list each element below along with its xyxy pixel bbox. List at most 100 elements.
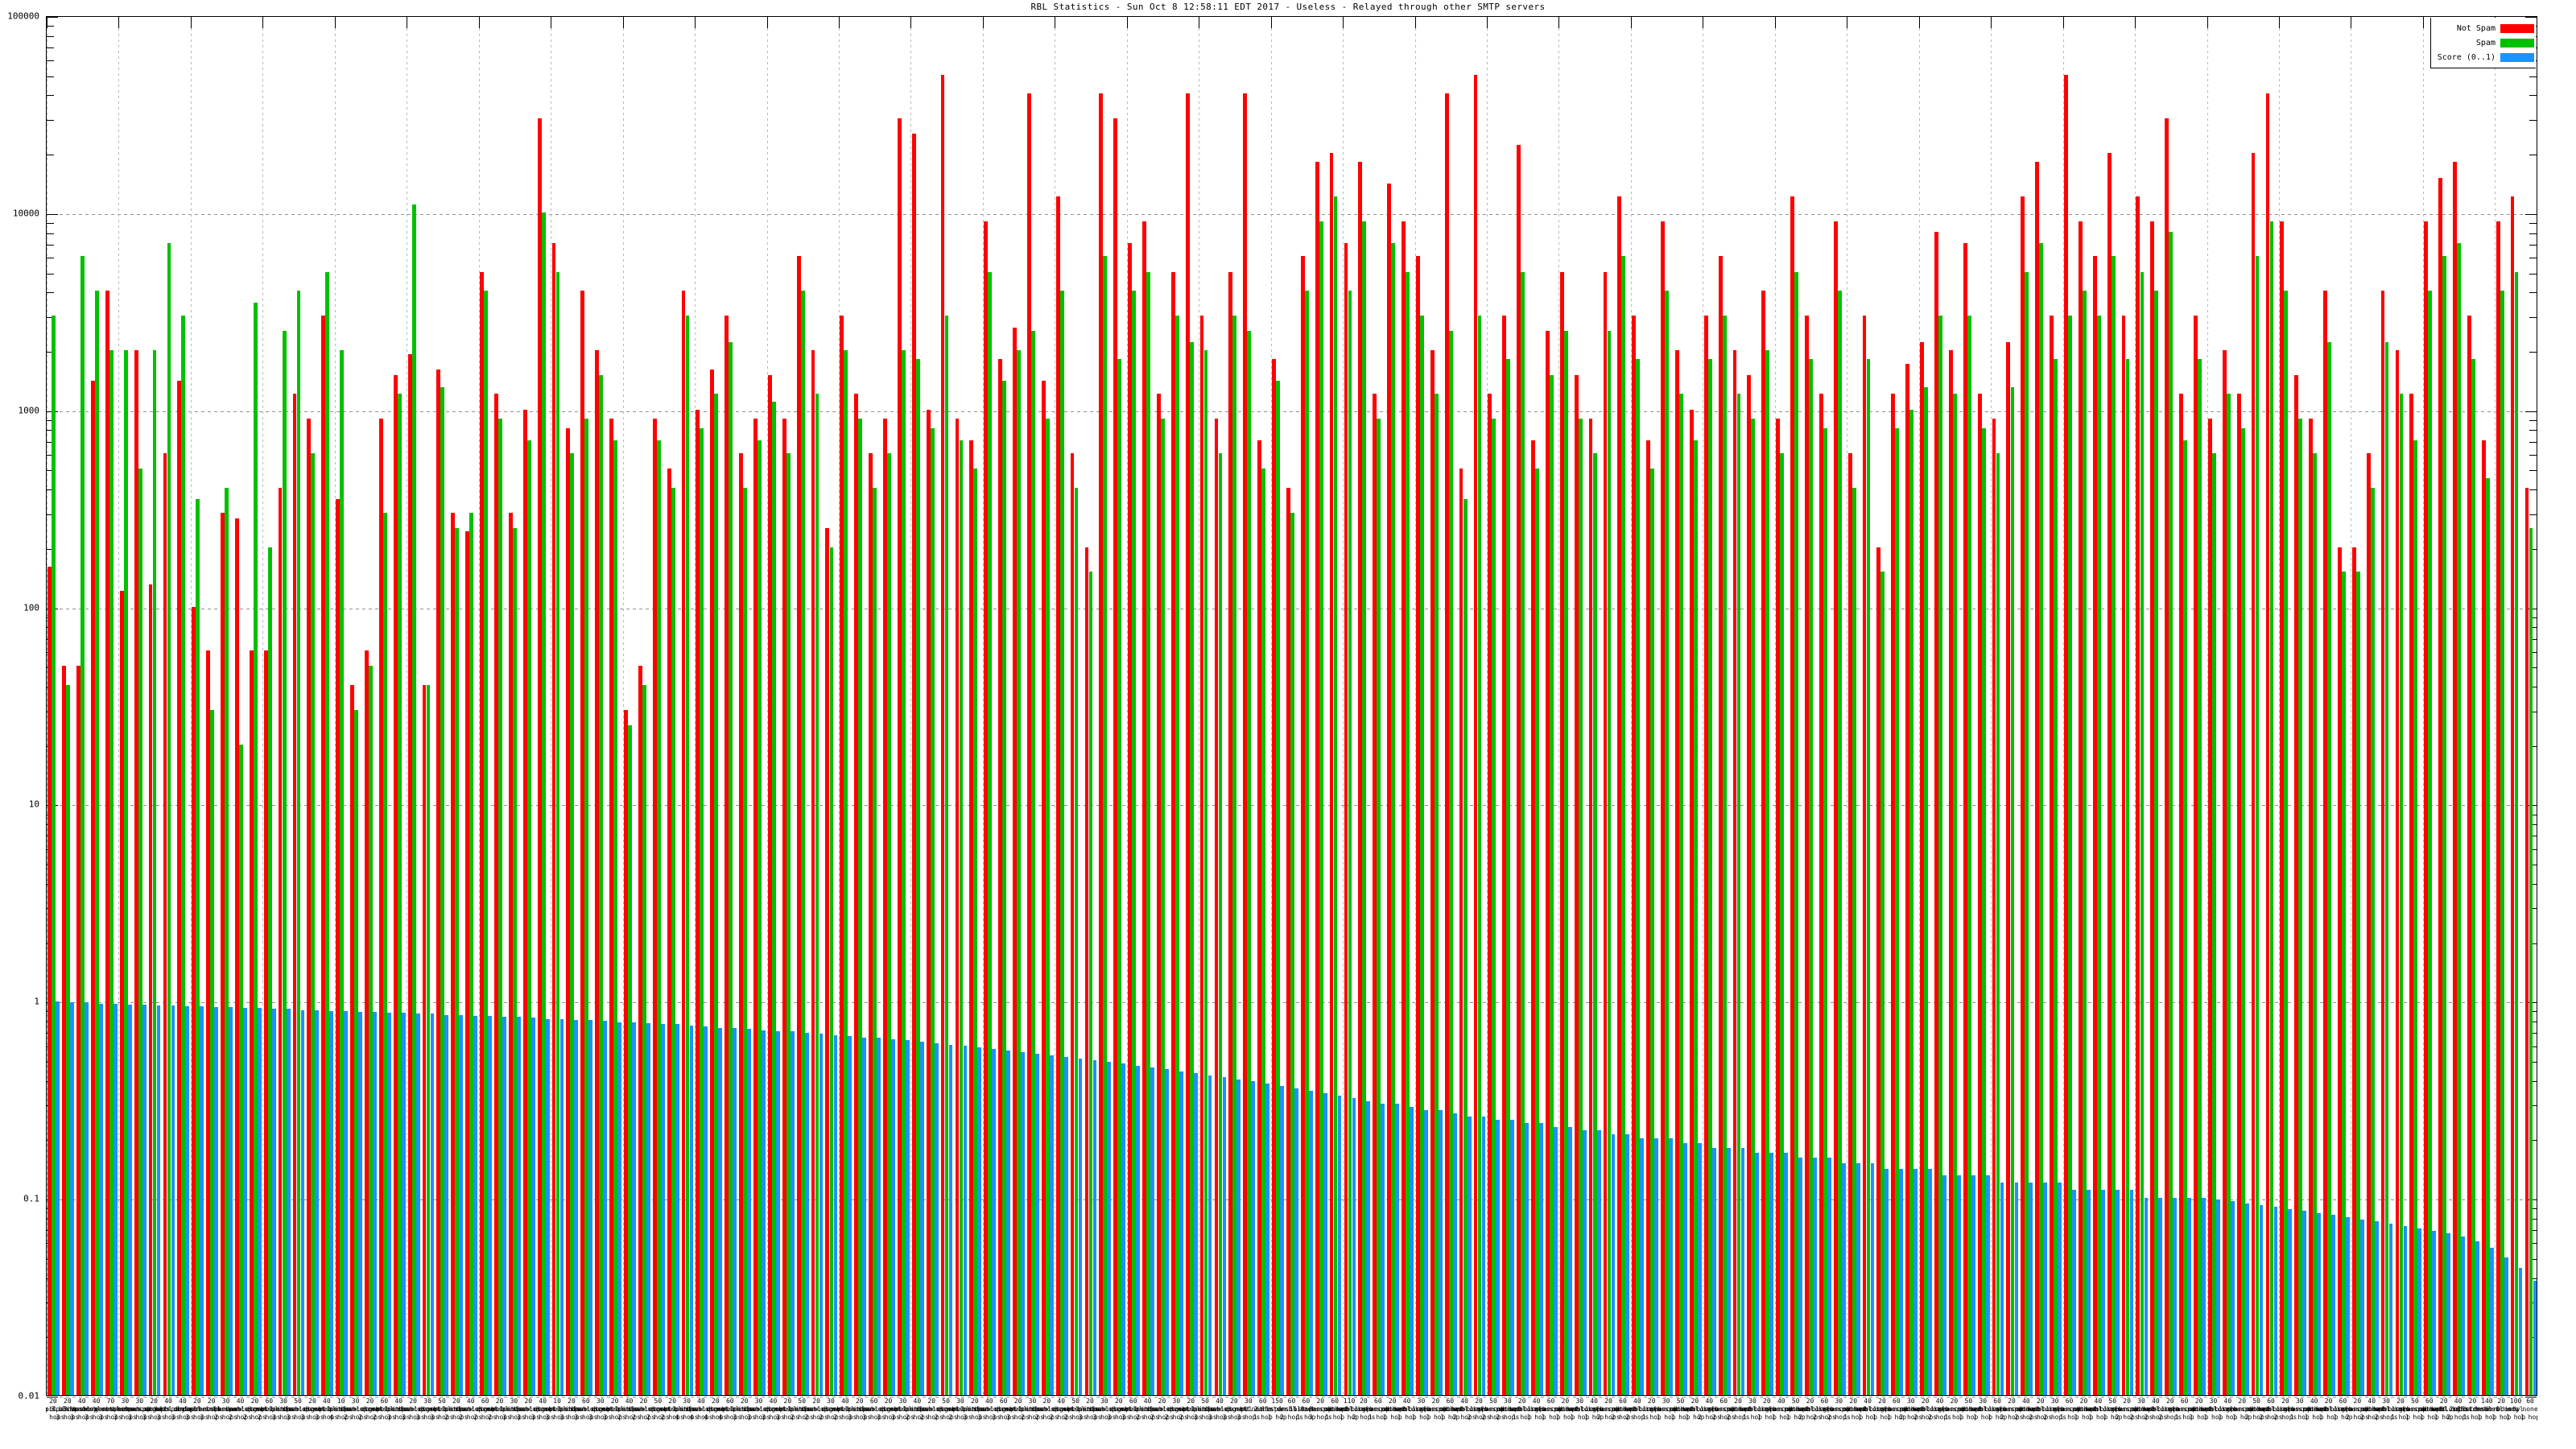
bar-not-spam	[955, 418, 960, 1395]
x-tick	[2135, 17, 2136, 28]
bar-score	[1021, 1051, 1025, 1395]
bar-group	[1976, 17, 1991, 1395]
y-tick-minor-right	[2529, 908, 2537, 910]
bar-spam	[1665, 291, 1669, 1395]
bar-not-spam	[393, 374, 398, 1395]
x-tick-label: 60 zen.spamhaus.org 1 hop	[1418, 1397, 1481, 1421]
bar-spam	[354, 709, 358, 1395]
x-tick-label: 30 db.wpbl.info 1 hop	[2190, 1397, 2237, 1421]
x-tick-label: 60 bl.spamcop.net 1 hop	[2157, 1397, 2212, 1421]
bar-not-spam	[696, 409, 700, 1395]
x-tick-label: 40 bl.spamcop.net 3 hops	[155, 1397, 210, 1421]
bar-score	[1899, 1169, 1904, 1395]
bar-group	[882, 17, 897, 1395]
bar-spam	[613, 440, 617, 1395]
bar-group	[220, 17, 234, 1395]
x-tick-label: 20 zen.spamhaus.org 3 hops	[540, 1397, 603, 1421]
bar-score	[1928, 1169, 1932, 1395]
bar-score	[2014, 1182, 2019, 1395]
gridline-v	[1558, 17, 1560, 1395]
y-tick-minor-right	[2529, 943, 2537, 944]
bar-group	[594, 17, 609, 1395]
bar-group	[1847, 17, 1861, 1395]
bar-spam	[930, 428, 935, 1395]
x-tick-label: 40 3.dnsbl.sorbs.net 3 hops	[63, 1397, 130, 1421]
bar-spam	[800, 291, 805, 1395]
x-tick-label: 60 bl.spamcop.net 3 hops	[559, 1397, 613, 1421]
bar-group	[1242, 17, 1257, 1395]
y-tick-minor-right	[2529, 430, 2537, 431]
bar-score	[516, 1017, 521, 1395]
bar-spam	[2010, 386, 2015, 1395]
bar-spam	[2384, 341, 2389, 1395]
bar-group	[1717, 17, 1732, 1395]
x-tick-label: 20 zen.spamhaus.org 3 hops	[1059, 1397, 1121, 1421]
bar-score	[1107, 1062, 1112, 1395]
bar-not-spam	[480, 271, 484, 1395]
y-tick-minor	[47, 455, 54, 456]
bar-group	[1991, 17, 2005, 1395]
x-tick-label: 10 zen.spamhaus.org 4 hops	[310, 1397, 373, 1421]
bar-score	[2374, 1221, 2379, 1395]
y-tick-major-right	[2525, 805, 2537, 807]
bar-not-spam	[1214, 418, 1219, 1395]
bar-spam	[915, 359, 920, 1395]
bar-score	[1711, 1147, 1716, 1395]
bar-group	[1141, 17, 1156, 1395]
bar-group	[118, 17, 133, 1395]
bar-score	[545, 1018, 550, 1395]
bar-spam	[1391, 242, 1396, 1395]
bar-score	[300, 1009, 305, 1395]
y-tick-minor-right	[2529, 120, 2537, 122]
bar-not-spam	[1243, 93, 1248, 1395]
bar-score	[919, 1042, 924, 1395]
x-tick	[1487, 17, 1488, 28]
gridline-v	[190, 17, 192, 1395]
x-tick	[478, 17, 480, 28]
y-tick-minor-right	[2529, 627, 2537, 629]
bar-not-spam	[1315, 162, 1319, 1395]
bar-group	[2207, 17, 2222, 1395]
y-tick-minor	[47, 1046, 54, 1047]
bar-group	[853, 17, 868, 1395]
x-tick-label: 30 dnsbl.sorbs.net 2 hops	[1147, 1397, 1206, 1421]
bar-score	[2029, 1182, 2033, 1395]
bar-group	[839, 17, 853, 1395]
bar-spam	[959, 440, 964, 1395]
bar-spam	[1823, 428, 1827, 1395]
bar-not-spam	[2380, 291, 2385, 1395]
x-tick-label: 40 dnsbl.sorbs.net 3 hops	[514, 1397, 572, 1421]
bar-group	[1573, 17, 1587, 1395]
bar-score	[1971, 1175, 1975, 1395]
x-tick-label: 20 dnsbl.sorbs.net 1 hop	[1737, 1397, 1796, 1421]
bar-spam	[1448, 331, 1453, 1395]
bar-group	[551, 17, 565, 1395]
y-tick-minor-right	[2529, 244, 2537, 246]
gridline-h	[47, 1002, 2537, 1004]
bar-not-spam	[76, 666, 81, 1395]
bar-score	[1063, 1056, 1068, 1395]
x-tick-label: 50 bl.spamcop.net 3 hops	[270, 1397, 325, 1421]
y-tick-minor	[47, 76, 54, 77]
y-tick-minor-right	[2529, 441, 2537, 443]
bar-group	[2135, 17, 2149, 1395]
bar-score	[2058, 1182, 2062, 1395]
bar-spam	[815, 394, 819, 1395]
bar-not-spam	[1013, 328, 1017, 1395]
bar-score	[56, 1001, 60, 1395]
x-tick-label: 60 dnsbl.sorbs.net 2 hops	[1795, 1397, 1854, 1421]
bar-group	[2178, 17, 2193, 1395]
bar-score	[1525, 1123, 1530, 1395]
bar-score	[1049, 1055, 1054, 1395]
bar-group	[983, 17, 997, 1395]
y-tick-minor-right	[2529, 1080, 2537, 1082]
bar-group	[47, 17, 61, 1395]
bar-not-spam	[1805, 315, 1809, 1395]
x-tick-label: 50 dnsbl.sorbs.net 2 hops	[917, 1397, 976, 1421]
bar-spam	[901, 350, 906, 1395]
y-tick-minor-right	[2529, 223, 2537, 225]
bar-score	[142, 1004, 147, 1395]
vertical-gridlines	[47, 17, 2537, 1395]
bar-spam	[1088, 572, 1093, 1395]
x-tick-label: 20 dnsbl.sorbs.net 3 hops	[859, 1397, 918, 1421]
